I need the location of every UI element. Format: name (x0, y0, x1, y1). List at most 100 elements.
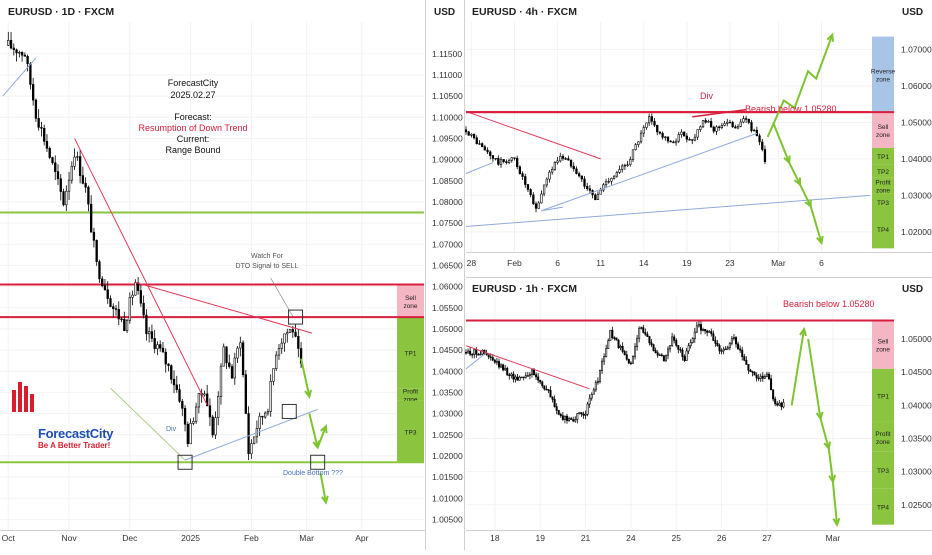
daily-zone (397, 400, 424, 463)
h4-arrow-down-2-head (793, 177, 801, 187)
h4-candle-body (645, 122, 648, 128)
daily-candle-body (291, 329, 294, 333)
h4-candle-body (497, 158, 500, 165)
daily-candle-body (103, 285, 107, 291)
h4-candle-body (728, 121, 732, 124)
h4-candle-body (586, 186, 589, 189)
h4-candle-body (669, 140, 672, 143)
daily-ytick-label: 1.09000 (432, 155, 463, 165)
h1-zone (872, 488, 894, 525)
h4-candle-body (664, 136, 667, 138)
h4-candle-body (491, 155, 495, 159)
daily-candle-body (272, 368, 275, 382)
h4-candle-body (685, 135, 688, 140)
daily-div-line (110, 387, 186, 461)
h4-arrow-down-2 (788, 162, 801, 185)
daily-candle-body (48, 148, 51, 158)
info-current-label: Current: (177, 134, 210, 144)
h1-candle-body (716, 342, 719, 346)
h1-candle-body (609, 329, 612, 341)
daily-ytick-label: 1.06500 (432, 260, 463, 270)
h1-candle-body (749, 369, 752, 372)
h1-candle-body (627, 359, 630, 364)
h4-candle-body (540, 193, 543, 204)
h1-candle-body (673, 336, 676, 341)
daily-candle-body (29, 63, 32, 85)
h4-trendline-red (465, 110, 601, 160)
h4-xtick-label: 6 (555, 258, 560, 268)
daily-candle-body (156, 344, 159, 350)
h4-candle-body (693, 136, 697, 141)
h1-candle-body (697, 324, 700, 327)
h1-candle-body (640, 327, 643, 329)
h4-zone-label: Sell (878, 124, 889, 131)
logo-name: ForecastCity (38, 426, 114, 441)
h4-candle-body (569, 159, 573, 167)
daily-ytick-label: 1.10000 (432, 112, 463, 122)
daily-candle-body (150, 331, 154, 339)
h1-candle-body (695, 325, 698, 333)
h1-bearish-label: Bearish below 1.05280 (783, 299, 875, 309)
h1-panel: 1.05000 1.04500 1.04000 1.03500 1.03000 1.025… (464, 296, 932, 543)
h4-candle-body (494, 158, 497, 160)
h1-candle-body (533, 369, 536, 375)
h1-candle-body (772, 389, 775, 400)
h1-candle-body (615, 337, 618, 341)
h4-candle-body (486, 149, 489, 153)
h1-candle-body (557, 410, 560, 415)
h1-zone-label: Sell (878, 339, 889, 346)
h1-ytick-label: 1.02500 (901, 500, 932, 510)
daily-candle-body (40, 127, 43, 129)
h1-xtick-label: 21 (581, 533, 591, 543)
h4-zone (872, 164, 894, 178)
h4-candle-body (572, 165, 575, 170)
h4-candle-body (537, 202, 540, 209)
daily-xtick-label: Apr (355, 533, 368, 543)
h4-candle-body (559, 155, 562, 162)
daily-ytick-label: 1.07500 (432, 218, 463, 228)
h1-trendline-red (465, 345, 590, 390)
h1-candle-body (662, 355, 665, 362)
h4-candle-body (677, 134, 680, 142)
h4-zone (872, 210, 894, 249)
daily-double-bottom-box (177, 454, 193, 470)
h1-candle-body (545, 388, 548, 391)
daily-candle-body (73, 156, 76, 167)
h1-zone (872, 368, 894, 422)
h4-candle-body (763, 149, 767, 163)
h1-candle-body (497, 361, 500, 368)
h1-candle-body (747, 364, 750, 371)
daily-ytick-label: 1.03500 (432, 387, 463, 397)
h1-candle-body (495, 361, 498, 363)
h4-ytick-label: 1.03000 (901, 190, 932, 200)
h1-candle-body (712, 333, 715, 341)
daily-candle-body (18, 51, 21, 54)
h1-xtick-label: 24 (626, 533, 636, 543)
h4-candle-body (639, 132, 643, 143)
h1-candle-body (512, 373, 515, 380)
daily-candle-body (230, 366, 234, 379)
daily-signal-box (288, 309, 304, 325)
h1-candle-body (735, 337, 738, 345)
h1-candle-body (590, 393, 593, 399)
daily-candle-body (84, 183, 87, 188)
daily-target-box-2 (310, 454, 326, 470)
h4-candle-body (580, 175, 583, 180)
h1-candle-body (541, 381, 544, 387)
h4-candle-body (736, 126, 740, 129)
daily-candle-body (244, 374, 247, 414)
h4-zone (872, 36, 894, 113)
daily-ytick-label: 1.06000 (432, 282, 463, 292)
h1-candle-body (473, 349, 476, 355)
h1-candle-body (702, 329, 705, 331)
h1-candle-body (601, 360, 604, 371)
h4-candle-body (610, 178, 613, 182)
daily-candle-body (76, 156, 79, 158)
h1-candle-body (767, 373, 770, 380)
daily-candle-body (26, 55, 29, 65)
daily-ytick-label: 1.04500 (432, 345, 463, 355)
h4-bearish-label: Bearish below 1.05280 (745, 104, 837, 114)
h1-zone (872, 451, 894, 489)
h1-candle-body (467, 350, 470, 354)
h1-candle-body (770, 378, 773, 391)
